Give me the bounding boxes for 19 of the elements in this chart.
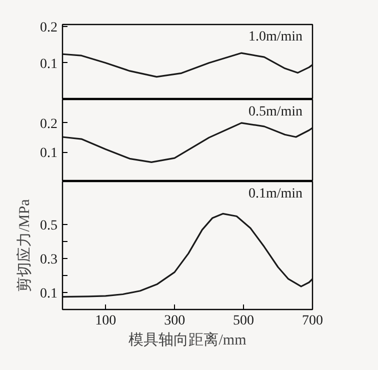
x-tick-label: 300 bbox=[164, 314, 186, 328]
x-tick-label: 100 bbox=[95, 314, 116, 328]
y-tick-label: 0.1 bbox=[40, 286, 58, 302]
y-tick-label: 0.5 bbox=[40, 218, 58, 234]
line-series bbox=[62, 52, 312, 78]
y-tick-label: 0.2 bbox=[40, 116, 58, 132]
y-axis-title: 剪切应力/MPa bbox=[16, 198, 33, 292]
y-tick-label: 0.2 bbox=[40, 20, 58, 36]
y-tick-label: 0.3 bbox=[40, 252, 58, 268]
line-series bbox=[62, 212, 312, 298]
y-tick-label: 0.1 bbox=[40, 146, 58, 162]
x-tick-label: 500 bbox=[233, 314, 254, 328]
x-tick-label: 700 bbox=[302, 314, 323, 328]
y-tick-label: 0.1 bbox=[40, 56, 58, 72]
line-series bbox=[62, 122, 312, 163]
series-label: 0.1m/min bbox=[248, 186, 303, 202]
series-label: 1.0m/min bbox=[248, 30, 303, 44]
series-label: 0.5m/min bbox=[248, 104, 303, 120]
x-axis-title: 模具轴向距离/mm bbox=[128, 332, 247, 348]
